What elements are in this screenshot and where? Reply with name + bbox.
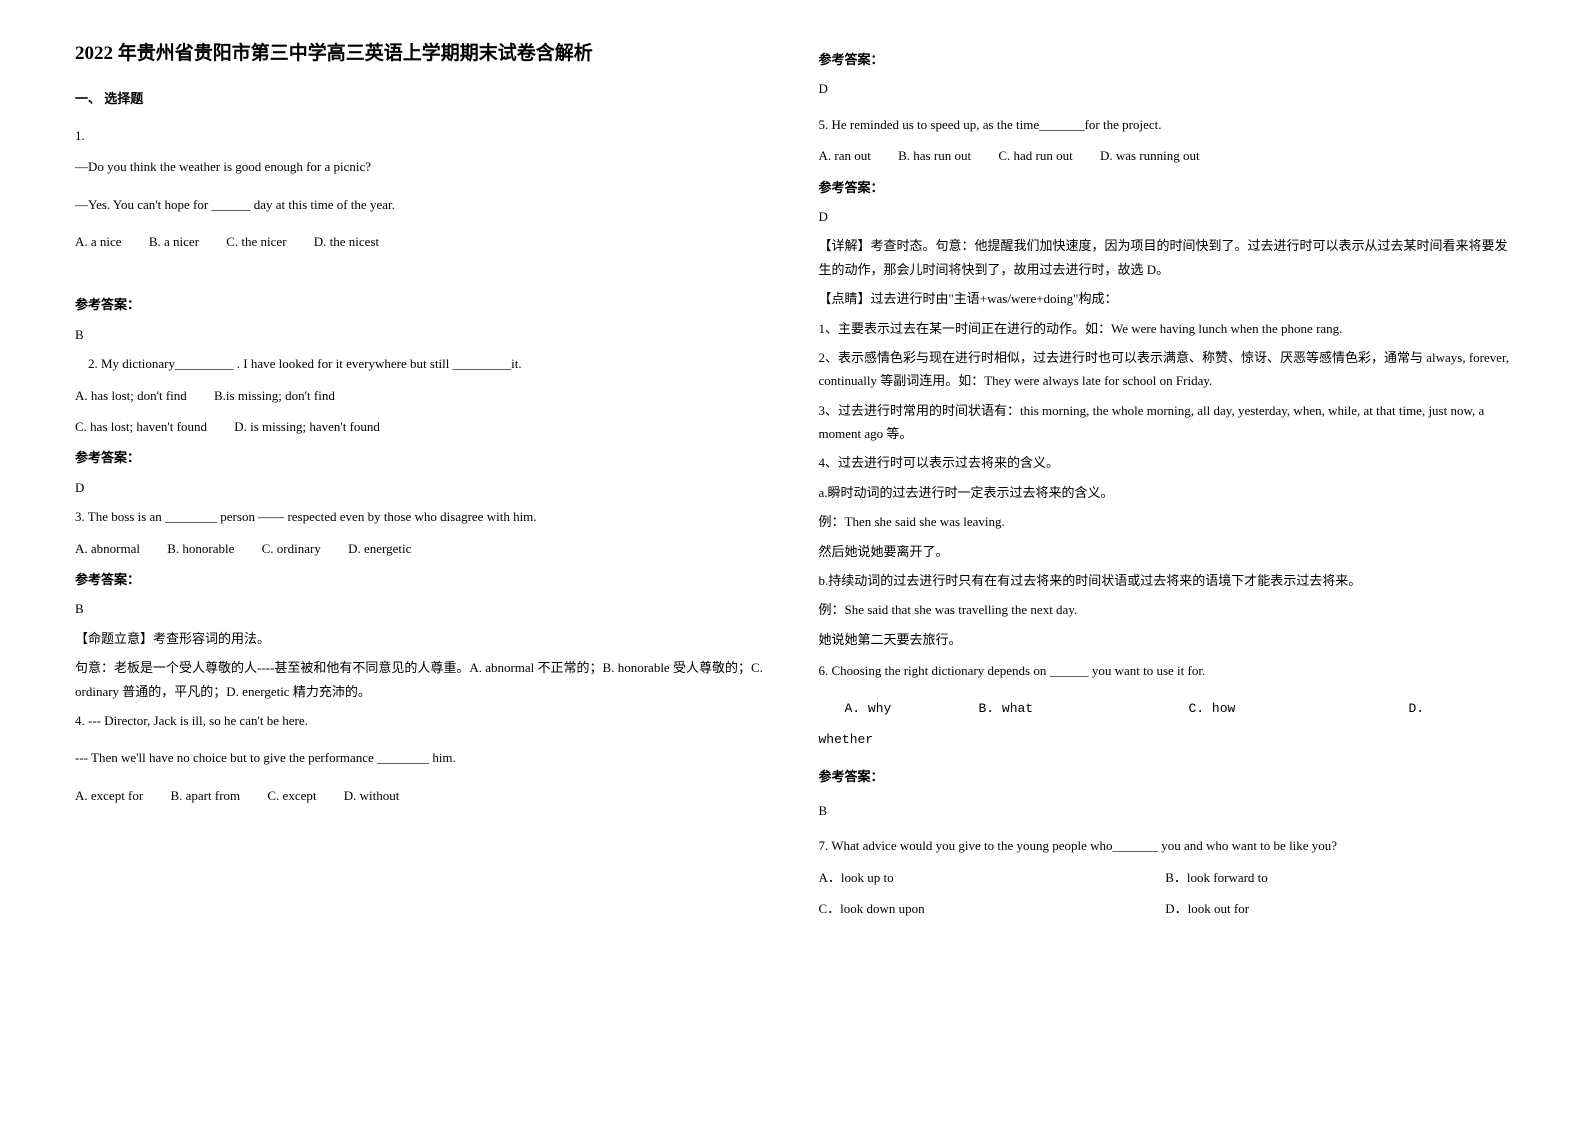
q6-opt-b: B. what (979, 697, 1189, 720)
section-1-header: 一、 选择题 (75, 87, 769, 110)
q2-opt-d: D. is missing; haven't found (234, 419, 380, 434)
q5-opt-c: C. had run out (998, 148, 1072, 163)
q1-opt-d: D. the nicest (314, 234, 379, 249)
q3-explanation-1: 【命题立意】考查形容词的用法。 (75, 627, 769, 650)
q4-line2: --- Then we'll have no choice but to giv… (75, 746, 769, 769)
q5-text: 5. He reminded us to speed up, as the ti… (819, 113, 1513, 136)
q1-opt-a: A. a nice (75, 234, 122, 249)
q4-answer: D (819, 77, 1513, 100)
q6-options: A. why B. what C. how D. (819, 697, 1513, 720)
q1-line1: —Do you think the weather is good enough… (75, 155, 769, 178)
q1-options: A. a nice B. a nicer C. the nicer D. the… (75, 230, 769, 253)
q3-text: 3. The boss is an ________ person —— res… (75, 505, 769, 528)
q2-answer: D (75, 476, 769, 499)
q1-answer: B (75, 323, 769, 346)
q5-answer: D (819, 205, 1513, 228)
q5-explanation-7: a.瞬时动词的过去进行时一定表示过去将来的含义。 (819, 481, 1513, 504)
q2-options-row1: A. has lost; don't find B.is missing; do… (75, 384, 769, 407)
q6-opt-c: C. how (1189, 697, 1409, 720)
q4-options: A. except for B. apart from C. except D.… (75, 784, 769, 807)
q6-text: 6. Choosing the right dictionary depends… (819, 659, 1513, 682)
q7-opt-b: B．look forward to (1165, 866, 1512, 889)
q5-explanation-2: 【点睛】过去进行时由"主语+was/were+doing"构成： (819, 287, 1513, 310)
q6-opt-d: D. (1409, 697, 1513, 720)
q6-opt-a: A. why (819, 697, 979, 720)
q5-explanation-6: 4、过去进行时可以表示过去将来的含义。 (819, 451, 1513, 474)
q4-opt-d: D. without (344, 788, 400, 803)
q3-opt-b: B. honorable (167, 541, 234, 556)
exam-title: 2022 年贵州省贵阳市第三中学高三英语上学期期末试卷含解析 (75, 40, 769, 69)
q4-opt-a: A. except for (75, 788, 143, 803)
q5-explanation-1: 【详解】考查时态。句意：他提醒我们加快速度，因为项目的时间快到了。过去进行时可以… (819, 234, 1513, 281)
q5-explanation-3: 1、主要表示过去在某一时间正在进行的动作。如：We were having lu… (819, 317, 1513, 340)
q7-options-row2: C．look down upon D．look out for (819, 897, 1513, 920)
q2-options-row2: C. has lost; haven't found D. is missing… (75, 415, 769, 438)
q3-explanation-2: 句意：老板是一个受人尊敬的人----甚至被和他有不同意见的人尊重。A. abno… (75, 656, 769, 703)
q5-explanation-9: 然后她说她要离开了。 (819, 540, 1513, 563)
q2-opt-c: C. has lost; haven't found (75, 419, 207, 434)
q5-options: A. ran out B. has run out C. had run out… (819, 144, 1513, 167)
q2-answer-label: 参考答案： (75, 446, 769, 469)
q2-opt-b: B.is missing; don't find (214, 388, 335, 403)
q5-opt-b: B. has run out (898, 148, 971, 163)
q5-answer-label: 参考答案： (819, 176, 1513, 199)
q6-answer-label: 参考答案： (819, 765, 1513, 788)
q1-opt-c: C. the nicer (226, 234, 286, 249)
q5-explanation-11: 例：She said that she was travelling the n… (819, 598, 1513, 621)
q3-answer-label: 参考答案： (75, 568, 769, 591)
q6-opt-d-line2: whether (819, 728, 1513, 751)
q7-opt-d: D．look out for (1165, 897, 1512, 920)
q3-opt-c: C. ordinary (262, 541, 321, 556)
q4-opt-c: C. except (267, 788, 316, 803)
q2-opt-a: A. has lost; don't find (75, 388, 187, 403)
q7-options-row1: A．look up to B．look forward to (819, 866, 1513, 889)
q3-answer: B (75, 597, 769, 620)
q7-text: 7. What advice would you give to the you… (819, 834, 1513, 857)
q5-explanation-4: 2、表示感情色彩与现在进行时相似，过去进行时也可以表示满意、称赞、惊讶、厌恶等感… (819, 346, 1513, 393)
q5-opt-d: D. was running out (1100, 148, 1200, 163)
q1-number: 1. (75, 124, 769, 147)
q1-opt-b: B. a nicer (149, 234, 199, 249)
q4-line1: 4. --- Director, Jack is ill, so he can'… (75, 709, 769, 732)
left-column: 2022 年贵州省贵阳市第三中学高三英语上学期期末试卷含解析 一、 选择题 1.… (50, 40, 794, 1082)
q4-answer-label: 参考答案： (819, 48, 1513, 71)
q5-explanation-8: 例：Then she said she was leaving. (819, 510, 1513, 533)
q5-explanation-12: 她说她第二天要去旅行。 (819, 628, 1513, 651)
q3-opt-d: D. energetic (348, 541, 411, 556)
q2-text: 2. My dictionary_________ . I have looke… (75, 352, 769, 375)
q5-opt-a: A. ran out (819, 148, 871, 163)
q3-options: A. abnormal B. honorable C. ordinary D. … (75, 537, 769, 560)
q5-explanation-10: b.持续动词的过去进行时只有在有过去将来的时间状语或过去将来的语境下才能表示过去… (819, 569, 1513, 592)
q5-explanation-5: 3、过去进行时常用的时间状语有：this morning, the whole … (819, 399, 1513, 446)
q1-answer-label: 参考答案： (75, 293, 769, 316)
q3-opt-a: A. abnormal (75, 541, 140, 556)
q4-opt-b: B. apart from (170, 788, 240, 803)
q7-opt-c: C．look down upon (819, 897, 1166, 920)
q7-opt-a: A．look up to (819, 866, 1166, 889)
q1-line2: —Yes. You can't hope for ______ day at t… (75, 193, 769, 216)
q6-answer: B (819, 799, 1513, 822)
right-column: 参考答案： D 5. He reminded us to speed up, a… (794, 40, 1538, 1082)
